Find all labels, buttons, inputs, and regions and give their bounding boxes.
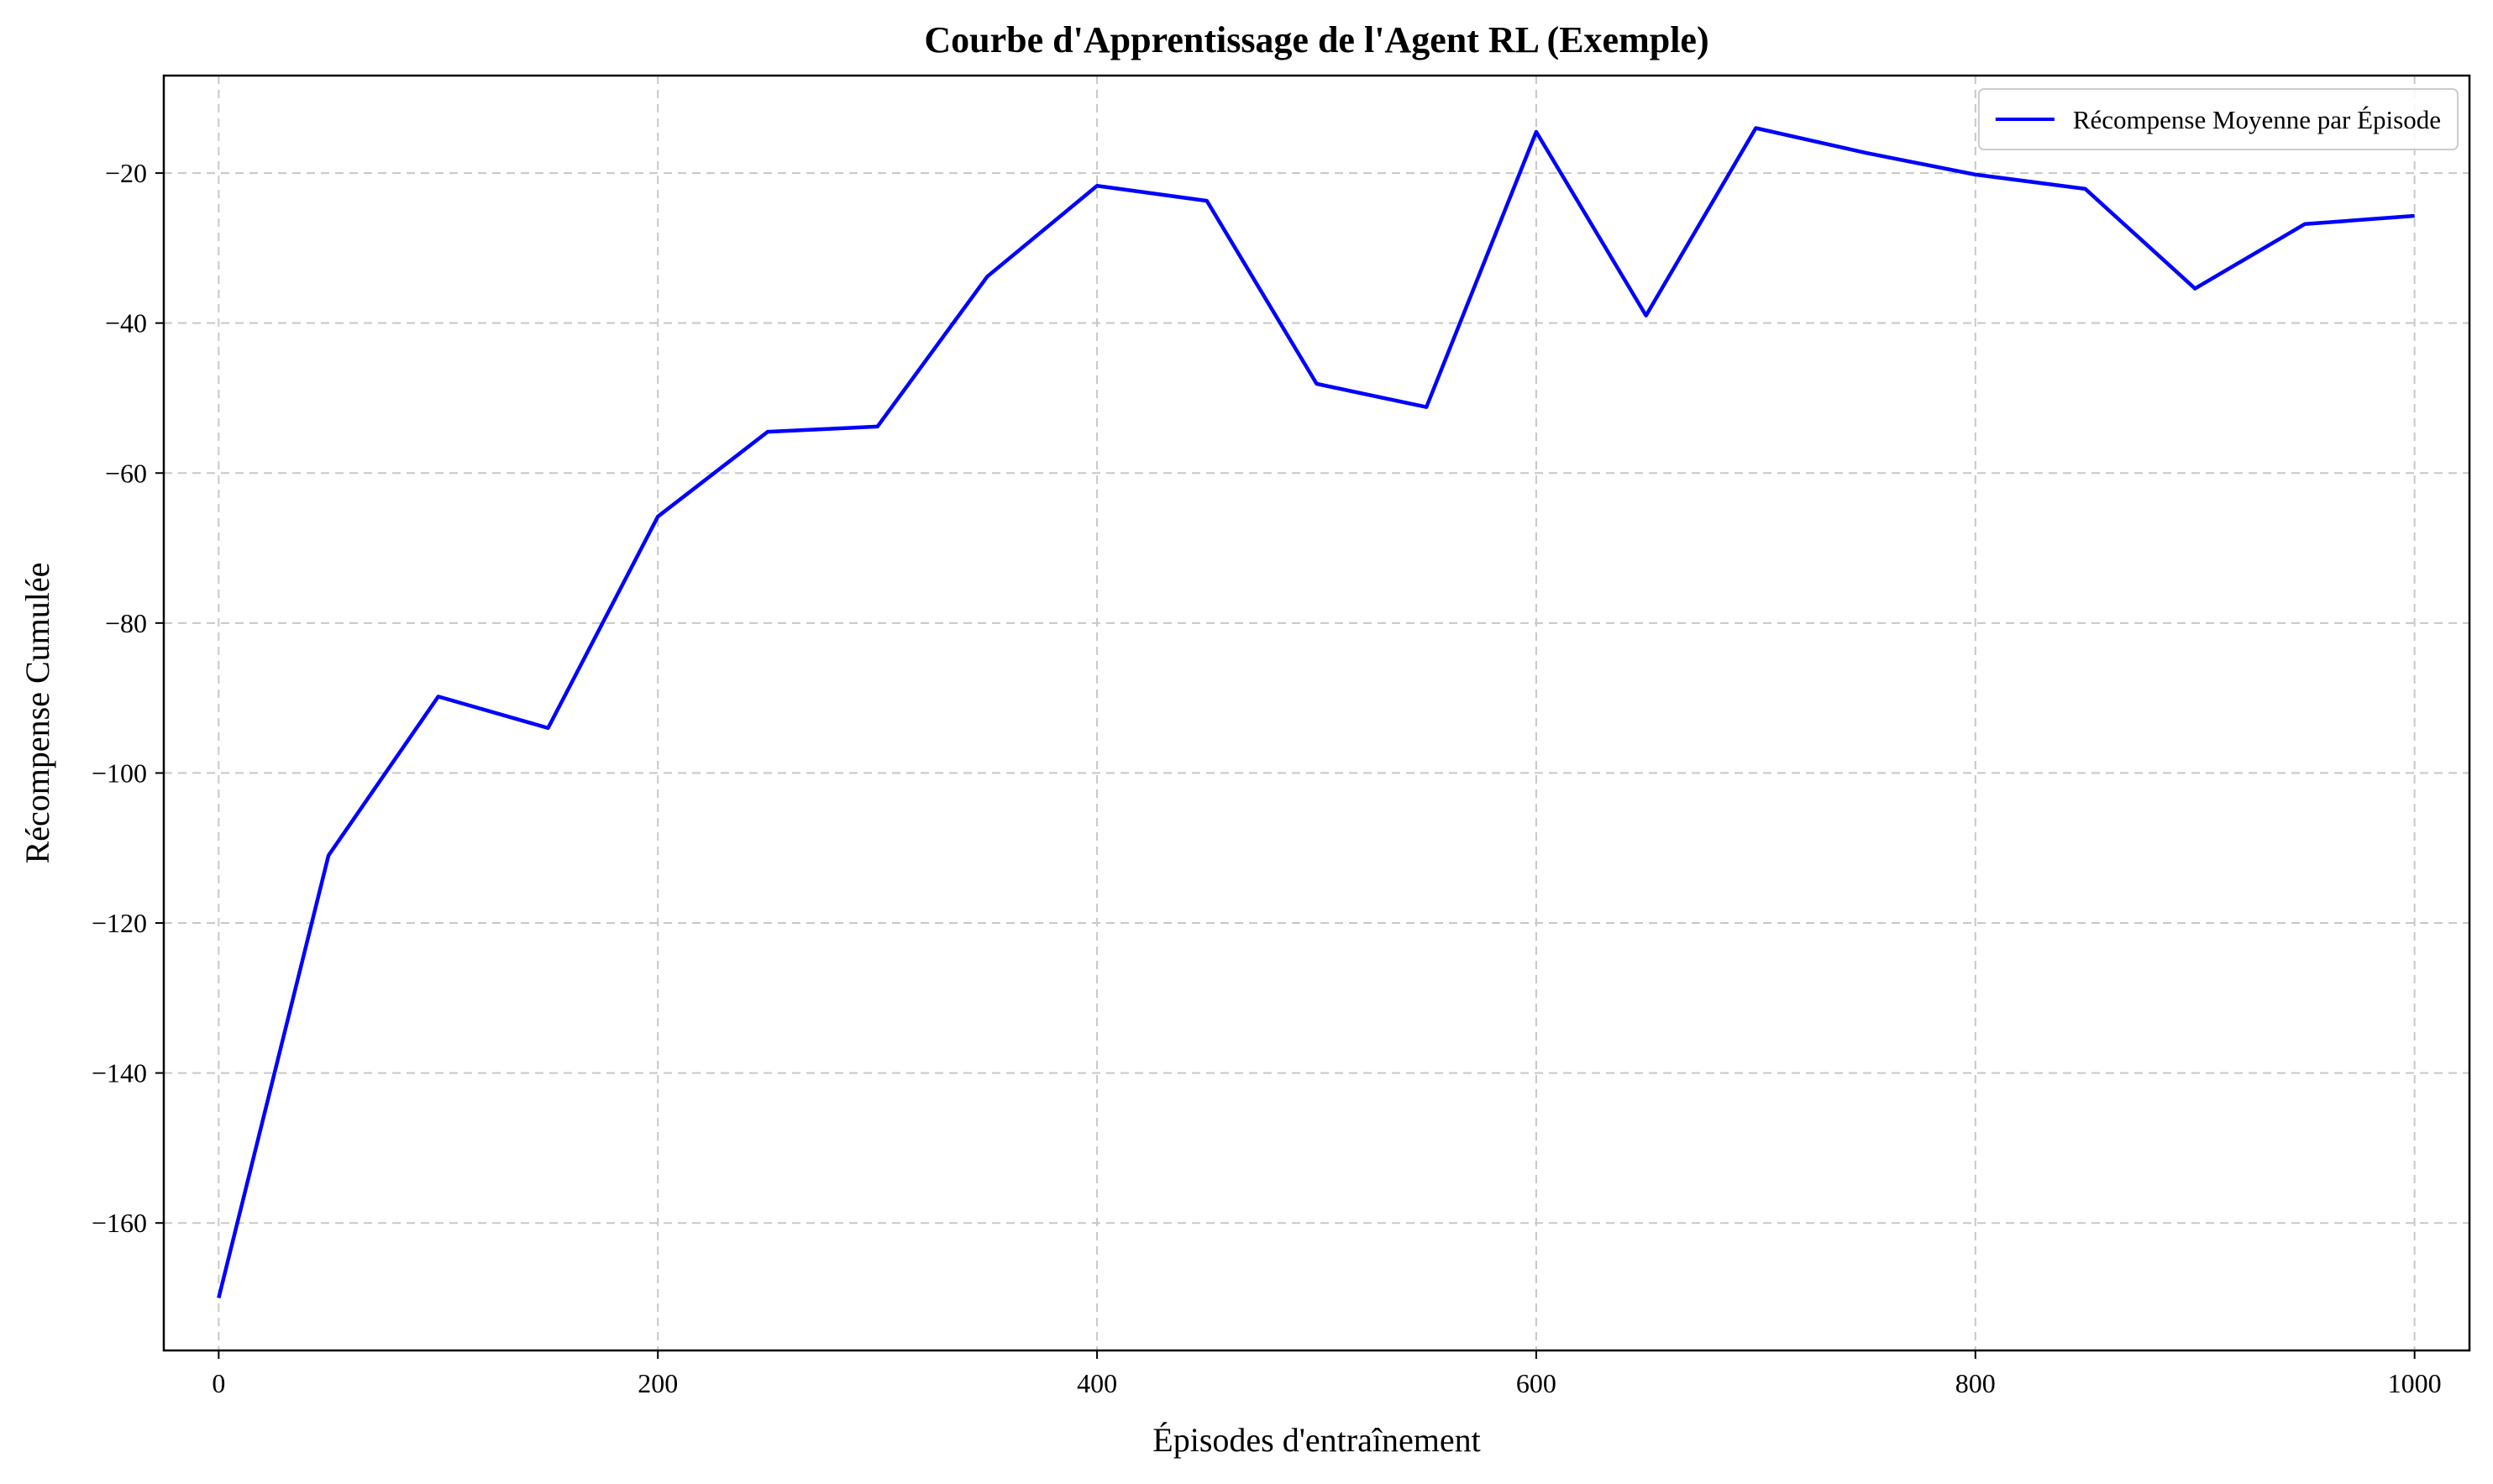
series-line xyxy=(217,126,2415,1299)
y-tick-label: −120 xyxy=(92,908,147,938)
y-tick-label: −100 xyxy=(92,758,147,788)
y-tick-label: −80 xyxy=(105,608,147,638)
grid-layer xyxy=(164,76,2469,1350)
y-axis-label: Récompense Cumulée xyxy=(18,563,56,864)
x-axis-label: Épisodes d'entraînement xyxy=(1152,1421,1480,1459)
ticks-layer: 0 200 400 600 800 1000 −160 −140 −120 −100 −80 −60 −… xyxy=(92,158,2442,1398)
legend: Récompense Moyenne par Épisode xyxy=(1977,88,2459,150)
series-layer xyxy=(217,126,2415,1299)
x-tick-label: 0 xyxy=(212,1368,225,1398)
y-tick-label: −140 xyxy=(92,1058,147,1088)
legend-label: Récompense Moyenne par Épisode xyxy=(2073,105,2441,134)
chart-title: Courbe d'Apprentissage de l'Agent RL (Ex… xyxy=(924,19,1708,60)
y-tick-label: −20 xyxy=(105,158,147,188)
y-tick-label: −160 xyxy=(92,1208,147,1238)
legend-box xyxy=(1977,88,2459,150)
y-tick-label: −40 xyxy=(105,308,147,338)
x-tick-label: 400 xyxy=(1077,1368,1117,1398)
x-tick-label: 600 xyxy=(1516,1368,1556,1398)
y-tick-label: −60 xyxy=(105,458,147,488)
x-tick-label: 1000 xyxy=(2388,1368,2442,1398)
x-tick-label: 800 xyxy=(1955,1368,1996,1398)
x-tick-label: 200 xyxy=(638,1368,678,1398)
plot-frame xyxy=(162,74,2471,1352)
